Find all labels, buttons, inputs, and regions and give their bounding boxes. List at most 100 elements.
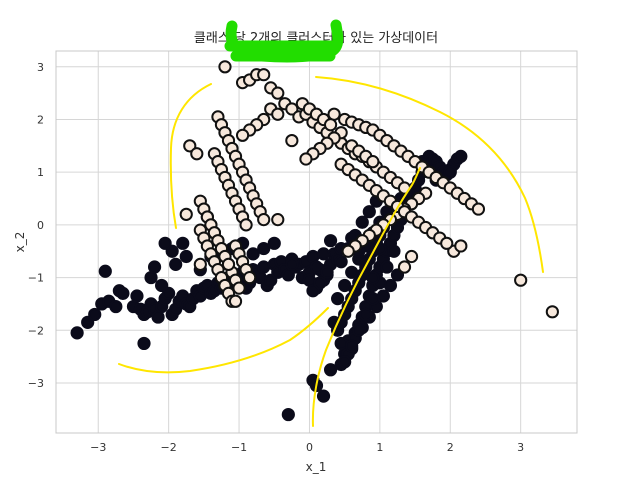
data-point-class-0 [376, 289, 390, 303]
data-point-class-0 [313, 276, 327, 290]
data-point-class-0 [81, 315, 95, 329]
data-point-class-0 [147, 260, 162, 274]
data-point-class-0 [88, 307, 102, 322]
data-point-class-0 [359, 307, 373, 322]
data-point-class-0 [355, 215, 369, 229]
annotation-stroke [311, 167, 421, 427]
y-axis-label: x_2 [13, 232, 27, 253]
x-axis-ticks: −3 −2 −1 0 1 2 3 [90, 441, 524, 454]
data-point-class-0 [323, 234, 338, 248]
data-point-class-0 [137, 336, 151, 351]
x-axis-label: x_1 [306, 460, 327, 474]
data-point-class-1 [471, 202, 486, 216]
data-point-class-0 [366, 292, 380, 306]
data-point-class-0 [338, 355, 352, 369]
data-point-class-0 [176, 236, 190, 250]
data-point-class-0 [165, 244, 179, 258]
data-point-class-0 [309, 260, 324, 274]
data-point-class-1 [299, 152, 313, 166]
data-point-class-1 [285, 102, 299, 116]
data-point-class-1 [327, 107, 341, 121]
data-point-class-0 [387, 244, 401, 258]
data-point-class-1 [514, 273, 528, 287]
data-point-class-1 [243, 270, 257, 285]
data-point-class-0 [169, 257, 183, 271]
data-point-class-0 [267, 236, 281, 250]
data-point-class-1 [404, 249, 419, 264]
data-point-class-0 [390, 268, 405, 282]
x-tick-label: −2 [161, 441, 177, 454]
data-point-class-1 [257, 68, 271, 82]
data-point-class-0 [144, 270, 158, 285]
data-point-class-0 [345, 339, 359, 353]
data-point-class-1 [232, 281, 246, 295]
data-point-class-0 [116, 286, 130, 300]
data-point-class-0 [443, 165, 457, 179]
data-point-class-0 [362, 205, 376, 219]
data-point-class-1 [221, 257, 236, 271]
y-tick-label: −2 [28, 324, 44, 337]
x-tick-label: 0 [306, 441, 313, 454]
data-point-class-1 [179, 207, 193, 221]
data-point-class-0 [316, 247, 331, 261]
data-point-class-0 [380, 260, 394, 274]
data-point-class-0 [109, 299, 123, 314]
annotation-green-mark [224, 19, 344, 63]
annotation-stroke [169, 83, 212, 229]
data-point-class-1 [271, 213, 285, 227]
y-axis-ticks: −3 −2 −1 0 1 2 3 [28, 61, 44, 390]
x-tick-label: 1 [376, 441, 383, 454]
data-point-class-1 [271, 86, 285, 100]
data-point-class-0 [98, 264, 112, 278]
data-point-class-0 [334, 255, 348, 269]
data-point-class-0 [257, 260, 271, 274]
data-point-class-0 [155, 278, 169, 293]
data-point-class-1 [323, 118, 338, 132]
data-point-class-0 [334, 336, 348, 351]
data-point-class-0 [316, 389, 331, 403]
data-point-class-0 [306, 249, 320, 264]
data-point-class-0 [345, 265, 359, 279]
x-tick-label: −1 [231, 441, 247, 454]
data-point-class-0 [264, 273, 278, 287]
y-tick-label: −1 [28, 272, 44, 285]
data-point-class-1 [218, 60, 232, 74]
x-tick-label: −3 [90, 441, 106, 454]
data-point-class-0 [383, 278, 398, 293]
data-point-class-1 [341, 244, 355, 258]
data-point-class-0 [246, 247, 260, 261]
data-point-class-0 [285, 257, 299, 271]
annotation-stroke [315, 76, 544, 273]
x-tick-label: 3 [517, 441, 524, 454]
data-point-class-1 [235, 128, 250, 142]
data-point-class-0 [338, 278, 352, 293]
data-point-class-1 [190, 147, 204, 161]
data-point-class-0 [151, 310, 165, 324]
data-point-class-1 [239, 218, 253, 232]
data-point-class-0 [454, 149, 468, 163]
data-point-class-0 [352, 323, 366, 337]
data-point-class-1 [454, 239, 468, 253]
data-point-class-0 [257, 241, 271, 256]
y-tick-label: 1 [37, 166, 44, 179]
annotation-stroke [118, 307, 329, 374]
y-tick-label: −3 [28, 377, 44, 390]
data-point-class-0 [302, 273, 317, 287]
data-point-class-0 [306, 284, 320, 298]
data-point-class-1 [193, 257, 207, 271]
data-point-class-1 [545, 305, 559, 319]
data-point-class-1 [183, 139, 197, 153]
y-tick-label: 3 [37, 61, 44, 74]
x-tick-label: 2 [447, 441, 454, 454]
data-point-class-0 [320, 265, 334, 279]
data-point-class-0 [366, 270, 380, 285]
data-point-class-1 [257, 213, 271, 227]
data-point-class-0 [323, 363, 338, 377]
data-point-class-0 [70, 326, 84, 340]
data-point-class-1 [366, 155, 380, 169]
data-point-class-1 [285, 133, 299, 148]
hand-drawn-annotations [118, 19, 544, 427]
data-point-class-1 [271, 107, 285, 121]
data-point-class-0 [281, 407, 295, 422]
